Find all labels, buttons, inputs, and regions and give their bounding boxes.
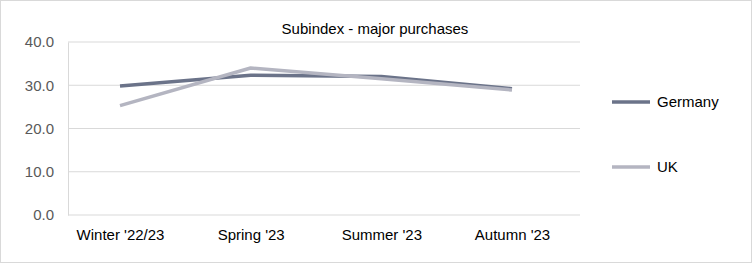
legend: Germany UK [612,93,719,175]
y-tick: 20.0 [25,120,68,137]
x-tick: Summer '23 [342,215,422,243]
x-tick: Winter '22/23 [77,215,165,243]
y-tick-label: 20.0 [25,120,54,137]
lines [120,68,512,106]
legend-swatch [612,165,650,169]
x-axis: Winter '22/23 Spring '23 Summer '23 Autumn … [77,215,551,243]
series-line [120,68,512,106]
y-tick-label: 30.0 [25,77,54,94]
y-tick: 10.0 [25,163,68,180]
legend-label: Germany [657,93,719,110]
x-tick-label: Winter '22/23 [77,226,165,243]
chart-border [1,1,752,263]
grid-line [68,42,580,43]
grid-line [68,171,580,172]
x-tick-label: Spring '23 [218,226,285,243]
x-tick-label: Summer '23 [342,226,422,243]
y-tick: 0.0 [33,206,68,223]
y-tick-label: 0.0 [33,206,54,223]
grid-line [68,215,580,216]
grid [68,42,580,215]
chart: Subindex - major purchases 0.0 10.0 20.0 30.… [0,0,752,263]
y-axis: 0.0 10.0 20.0 30.0 40.0 [25,33,69,223]
y-tick: 30.0 [25,77,68,94]
x-tick-label: Autumn '23 [475,226,550,243]
x-tick: Spring '23 [218,215,285,243]
y-tick-label: 10.0 [25,163,54,180]
legend-label: UK [657,158,678,175]
y-axis-line [68,43,69,216]
grid-line [68,128,580,129]
y-tick-label: 40.0 [25,33,54,50]
x-tick: Autumn '23 [475,215,550,243]
y-tick: 40.0 [25,33,68,50]
legend-swatch [612,100,650,104]
chart-title: Subindex - major purchases [282,20,469,37]
